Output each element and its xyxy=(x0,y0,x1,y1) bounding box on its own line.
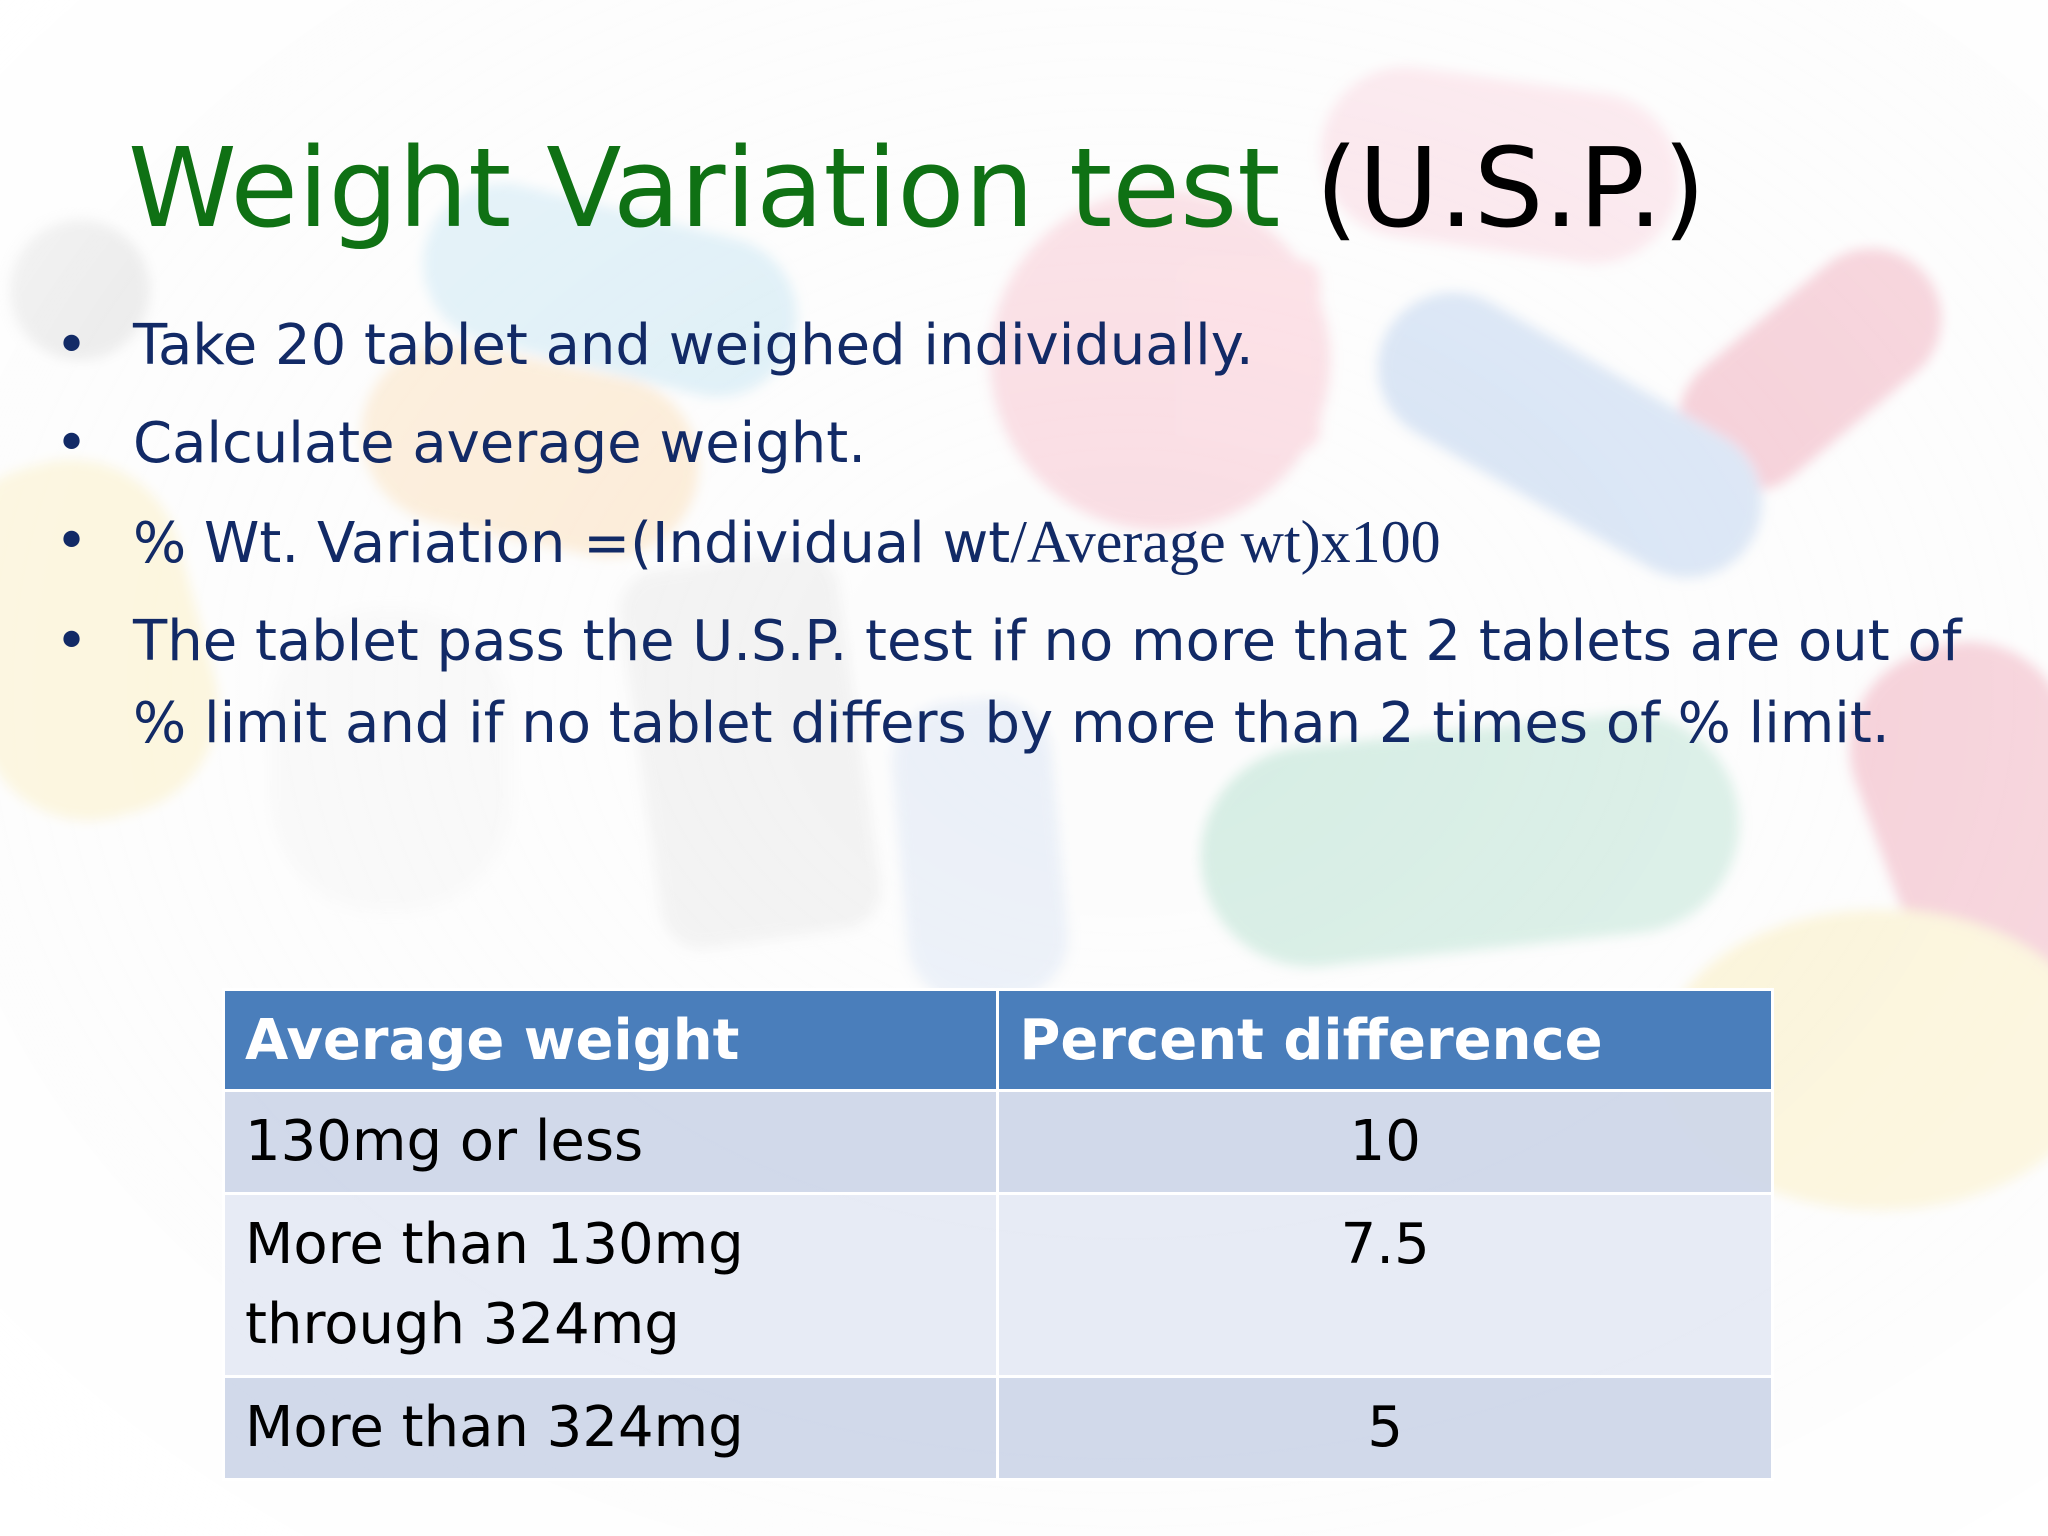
bullet-text: Calculate average weight. xyxy=(133,411,867,476)
slide-title: Weight Variation test (U.S.P.) xyxy=(128,128,1706,249)
percent-difference-cell: 10 xyxy=(996,1089,1774,1195)
bullet-marker: • xyxy=(55,609,89,674)
slide-title-suffix: (U.S.P.) xyxy=(1315,124,1706,252)
formula-text: % Wt. Variation =(Individual wt xyxy=(133,511,1011,576)
bullet-marker: • xyxy=(55,411,89,476)
average-weight-cell: 130mg or less xyxy=(221,1089,1000,1195)
bullet-text: Take 20 tablet and weighed individually. xyxy=(133,313,1254,378)
table-row: More than 324mg 5 xyxy=(221,1375,1774,1481)
percent-difference-cell: 5 xyxy=(996,1375,1774,1481)
slide-title-main: Weight Variation test xyxy=(128,124,1281,252)
bullet-marker: • xyxy=(55,313,89,378)
bullet-list: • Take 20 tablet and weighed individuall… xyxy=(55,305,1975,781)
formula-text-serif: /Average wt)x100 xyxy=(1010,509,1441,575)
bullet-text: The tablet pass the U.S.P. test if no mo… xyxy=(133,609,1962,756)
weight-variation-table: Average weight Percent difference 130mg … xyxy=(221,988,1774,1481)
table-header-row: Average weight Percent difference xyxy=(221,988,1774,1092)
bullet-item: • Calculate average weight. xyxy=(55,403,1975,485)
table-row: 130mg or less 10 xyxy=(221,1089,1774,1195)
bullet-item: • Take 20 tablet and weighed individuall… xyxy=(55,305,1975,387)
bullet-marker: • xyxy=(55,509,89,574)
average-weight-cell: More than 130mg through 324mg xyxy=(221,1192,1000,1378)
average-weight-cell: More than 324mg xyxy=(221,1375,1000,1481)
percent-difference-cell: 7.5 xyxy=(996,1192,1774,1378)
column-header-percent-difference: Percent difference xyxy=(996,988,1774,1092)
bullet-item: • % Wt. Variation =(Individual wt/Averag… xyxy=(55,501,1975,585)
table-row: More than 130mg through 324mg 7.5 xyxy=(221,1192,1774,1378)
column-header-average-weight: Average weight xyxy=(221,988,1000,1092)
bullet-item: • The tablet pass the U.S.P. test if no … xyxy=(55,601,1975,765)
